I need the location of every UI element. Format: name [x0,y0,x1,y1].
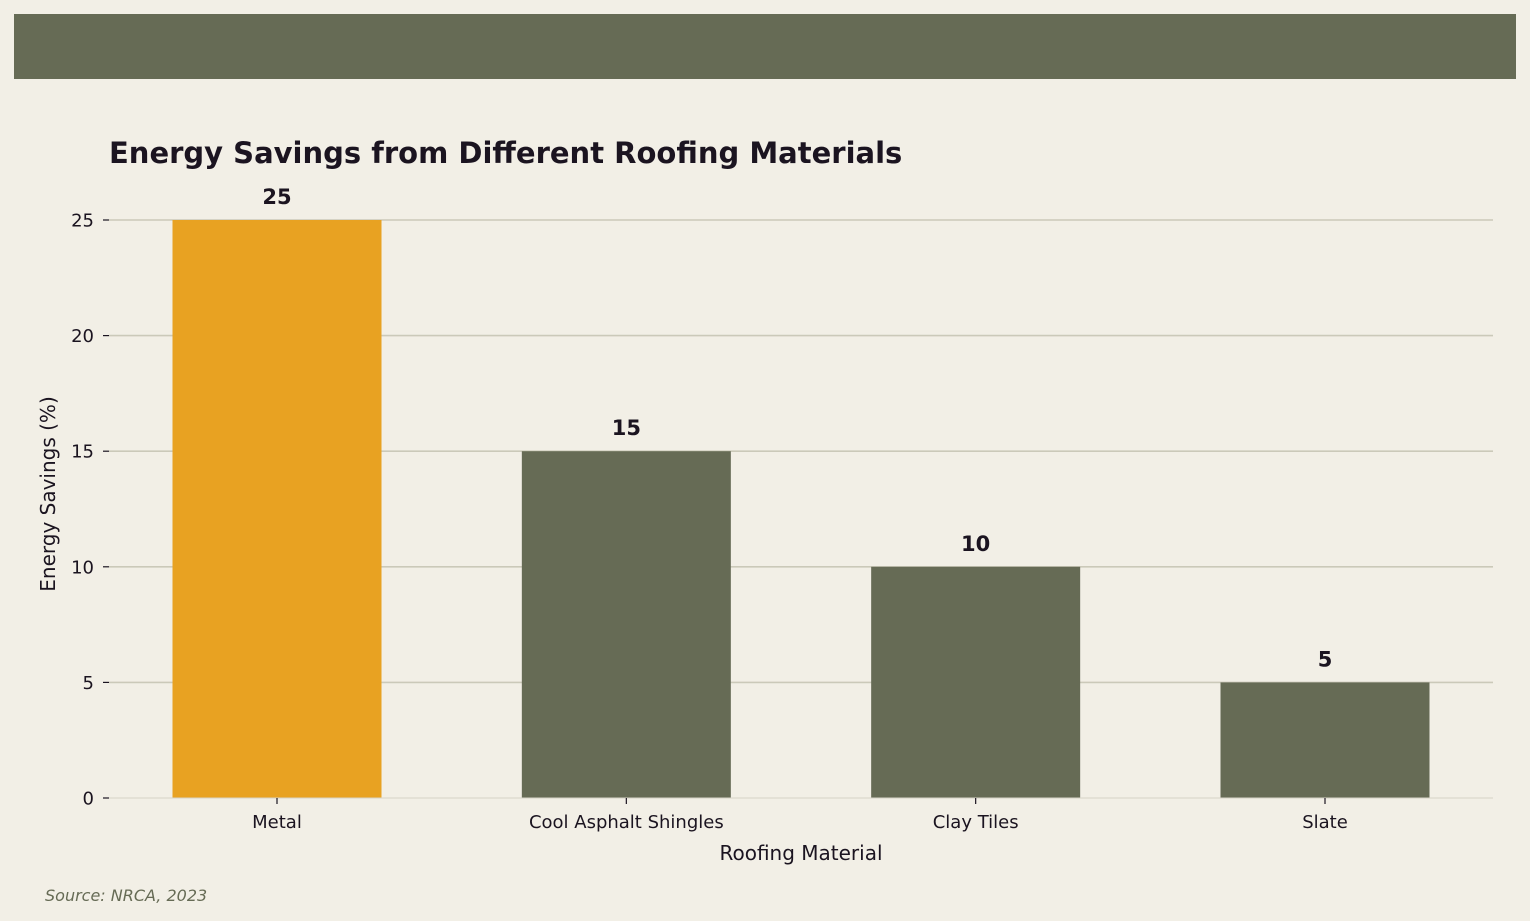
y-tick-label: 0 [83,789,94,810]
y-axis: 0 5 10 15 20 25 [71,211,109,810]
x-axis: Metal Cool Asphalt Shingles Clay Tiles Slat… [109,797,1493,833]
x-tick-label: Clay Tiles [933,812,1019,833]
chart-title: Energy Savings from Different Roofing Ma… [109,136,902,170]
y-tick-label: 20 [71,326,94,347]
y-axis-title: Energy Savings (%) [36,396,60,591]
y-tick-label: 25 [71,211,94,232]
y-tick-label: 5 [83,673,94,694]
y-tick-label: 15 [71,442,94,463]
bar [172,220,382,798]
bar [521,451,731,798]
source-note: Source: NRCA, 2023 [45,886,208,905]
bar [1220,682,1430,798]
data-label: 10 [961,532,990,556]
bar [871,566,1081,798]
y-tick-label: 10 [71,557,94,578]
x-tick-label: Slate [1302,812,1348,833]
x-tick-label: Cool Asphalt Shingles [529,812,724,833]
data-label: 5 [1318,647,1333,671]
data-label: 15 [612,416,641,440]
x-tick-label: Metal [252,812,302,833]
bars [172,220,1430,798]
header-band [14,14,1516,79]
x-axis-title: Roofing Material [719,841,882,865]
data-labels: 25 15 10 5 [262,185,1332,671]
data-label: 25 [262,185,291,209]
